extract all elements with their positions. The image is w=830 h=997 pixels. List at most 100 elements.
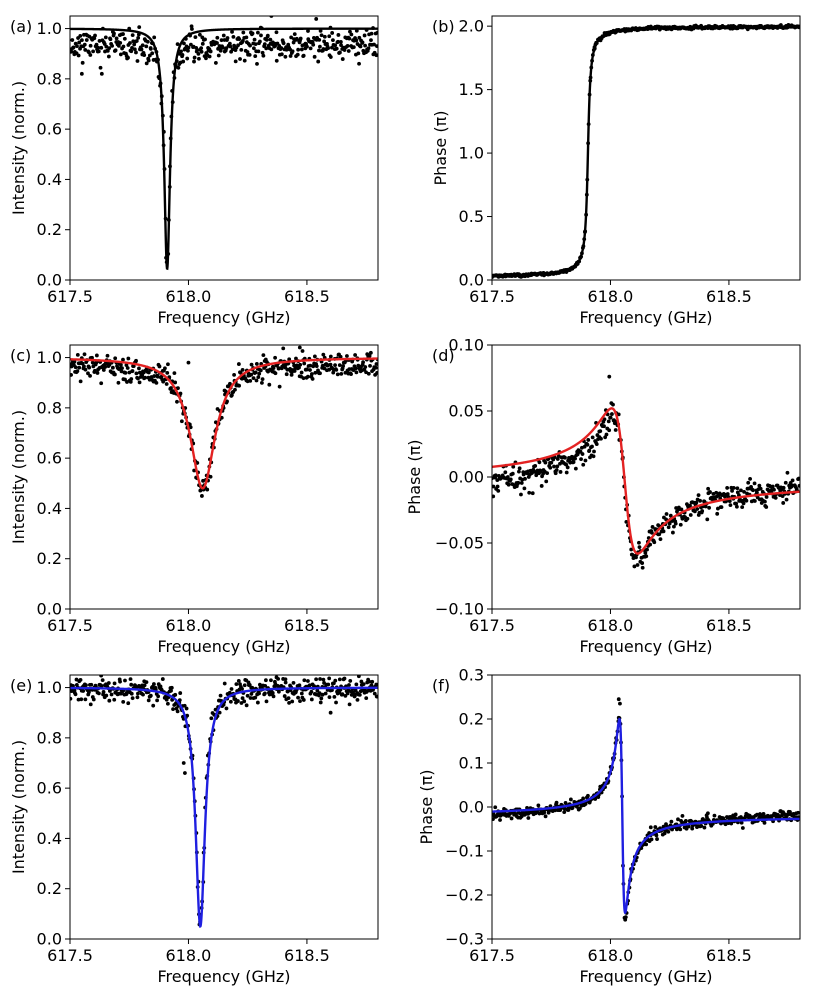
- data-point: [305, 44, 309, 49]
- data-point: [285, 689, 290, 694]
- x-tick-label: 618.0: [588, 287, 634, 306]
- panel-b: 617.5 618.0 618.5 0.0 0.5 1.0 1.5 2.0 Frequency …: [431, 15, 801, 327]
- data-point: [367, 679, 372, 684]
- data-point: [263, 683, 268, 688]
- data-point: [208, 474, 213, 479]
- data-point: [234, 682, 239, 686]
- data-point: [82, 364, 86, 369]
- data-point: [118, 362, 123, 367]
- data-point: [197, 32, 202, 37]
- data-point: [509, 816, 514, 821]
- data-point: [564, 462, 569, 467]
- data-point: [644, 842, 649, 847]
- data-point: [148, 693, 153, 698]
- data-point: [314, 677, 319, 682]
- data-point: [233, 387, 237, 392]
- data-point: [70, 696, 73, 701]
- data-point: [219, 38, 224, 43]
- data-point: [70, 38, 75, 42]
- data-point: [585, 442, 590, 447]
- data-point: [548, 465, 553, 470]
- data-point: [228, 381, 232, 386]
- x-tick-label: 617.5: [47, 287, 93, 306]
- data-point: [230, 29, 234, 34]
- data-point: [735, 486, 740, 491]
- data-point-outlier: [607, 374, 612, 379]
- data-point: [287, 357, 292, 362]
- data-point: [320, 692, 325, 697]
- data-point: [103, 365, 108, 369]
- data-point: [317, 691, 322, 696]
- data-point: [716, 506, 720, 511]
- x-tick-label: 617.5: [469, 616, 515, 635]
- data-point: [353, 688, 358, 693]
- data-point: [322, 34, 327, 39]
- scatter-series-a: [70, 16, 378, 265]
- data-point: [519, 492, 523, 497]
- data-point: [291, 680, 296, 685]
- data-point: [271, 366, 276, 371]
- data-point: [347, 702, 352, 707]
- y-tick-label: 1.0: [37, 19, 62, 38]
- data-point: [335, 372, 340, 377]
- data-point: [77, 365, 82, 370]
- data-point: [492, 484, 496, 489]
- data-point: [763, 499, 767, 504]
- data-point: [527, 490, 532, 495]
- data-point: [573, 466, 578, 471]
- data-point: [680, 814, 685, 818]
- data-point: [240, 686, 244, 691]
- data-point: [221, 45, 225, 50]
- data-point: [80, 38, 84, 43]
- data-point: [88, 43, 93, 48]
- data-point: [240, 39, 245, 43]
- data-point: [375, 44, 378, 49]
- data-point: [637, 545, 642, 550]
- data-point: [260, 380, 264, 385]
- data-point: [264, 699, 269, 704]
- data-point: [797, 483, 800, 488]
- plot-frame: [69, 15, 379, 281]
- data-point: [240, 696, 245, 701]
- data-point: [297, 670, 301, 674]
- data-point: [118, 40, 123, 45]
- x-tick-label: 618.0: [166, 287, 212, 306]
- data-point: [100, 678, 105, 683]
- data-point: [315, 688, 320, 693]
- data-point: [253, 370, 258, 375]
- data-point: [290, 49, 295, 54]
- data-point: [330, 45, 334, 50]
- data-point: [553, 471, 558, 476]
- data-point: [496, 488, 501, 493]
- data-point: [146, 370, 151, 375]
- data-point: [93, 33, 97, 38]
- data-point: [99, 675, 104, 678]
- data-point: [175, 709, 180, 714]
- data-point: [536, 803, 541, 808]
- data-point: [554, 800, 559, 805]
- data-point: [552, 464, 556, 469]
- data-point: [135, 695, 140, 700]
- data-point: [772, 487, 776, 492]
- data-point: [356, 51, 361, 56]
- data-point: [200, 41, 205, 46]
- data-point: [667, 521, 672, 526]
- data-point: [673, 521, 678, 526]
- data-point: [88, 53, 93, 57]
- data-point: [706, 486, 711, 491]
- data-point: [217, 710, 222, 715]
- data-point: [257, 691, 261, 696]
- data-point: [581, 462, 586, 467]
- data-point: [249, 372, 254, 377]
- data-point: [281, 346, 286, 351]
- data-point: [146, 698, 151, 703]
- data-point: [256, 375, 261, 379]
- data-point: [241, 30, 246, 35]
- scatter-series-b: [492, 22, 800, 279]
- data-point: [725, 486, 730, 490]
- data-point: [265, 33, 270, 38]
- panel-label: (e): [10, 676, 32, 695]
- data-point: [313, 370, 318, 375]
- x-tick-label: 618.0: [166, 946, 212, 965]
- data-point: [104, 44, 109, 49]
